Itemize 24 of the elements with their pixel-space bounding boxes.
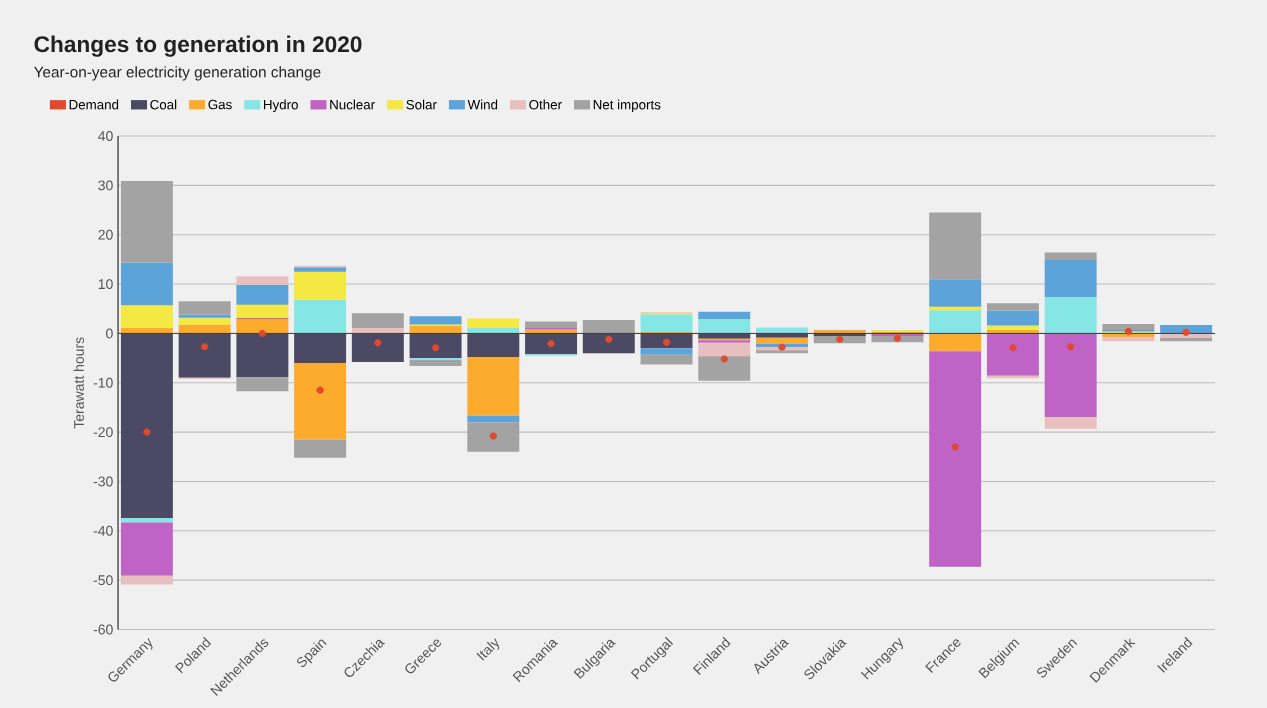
legend-label: Nuclear [330, 99, 375, 110]
legend-label: Demand [69, 99, 119, 110]
y-tick-label: -50 [93, 575, 113, 586]
y-tick-label: -30 [93, 476, 113, 487]
legend-label: Gas [208, 99, 232, 110]
legend-label: Other [529, 99, 562, 110]
y-axis-title: Terawatt hours [73, 337, 84, 429]
legend-label: Solar [406, 99, 437, 110]
y-tick-label: -60 [93, 624, 113, 635]
y-tick-label: 10 [98, 279, 113, 289]
y-tick-label: -40 [93, 525, 113, 536]
y-tick-label: 0 [106, 328, 113, 339]
legend-label: Net imports [593, 99, 661, 112]
chart-subtitle: Year-on-year electricity generation change [33, 66, 321, 81]
legend-label: Hydro [263, 99, 298, 112]
chart-title: Changes to generation in 2020 [34, 35, 362, 57]
y-tick-label: -20 [93, 427, 113, 437]
y-tick-label: -10 [93, 377, 113, 388]
x-tick-label: Italy [476, 638, 500, 661]
y-tick-label: 40 [98, 131, 113, 141]
legend-label: Wind [467, 99, 498, 110]
y-tick-label: 20 [98, 229, 113, 240]
y-tick-label: 30 [98, 180, 113, 191]
legend-label: Coal [150, 99, 177, 110]
